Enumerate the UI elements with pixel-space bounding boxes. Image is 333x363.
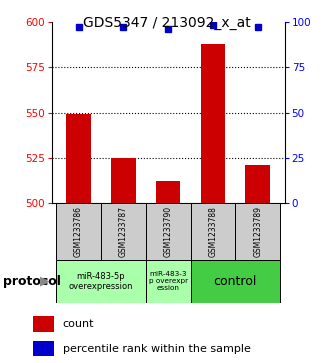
Bar (33, 341, 54, 356)
Text: ▶: ▶ (40, 275, 49, 288)
Text: miR-483-5p
overexpression: miR-483-5p overexpression (69, 272, 133, 291)
Bar (190, 260, 280, 303)
Bar (33, 316, 54, 332)
Text: GSM1233790: GSM1233790 (164, 206, 173, 257)
Text: GSM1233787: GSM1233787 (119, 206, 128, 257)
Bar (111, 158, 136, 203)
Bar (190, 203, 235, 260)
Text: GSM1233788: GSM1233788 (208, 206, 217, 257)
Bar (245, 165, 270, 203)
Bar (56, 260, 146, 303)
Bar (146, 203, 190, 260)
Text: percentile rank within the sample: percentile rank within the sample (63, 344, 250, 354)
Text: count: count (63, 319, 94, 329)
Bar (101, 203, 146, 260)
Bar (235, 203, 280, 260)
Bar (56, 203, 101, 260)
Bar (146, 260, 190, 303)
Bar (156, 182, 180, 203)
Text: control: control (214, 275, 257, 288)
Bar (201, 44, 225, 203)
Text: protocol: protocol (3, 275, 61, 288)
Text: GDS5347 / 213092_x_at: GDS5347 / 213092_x_at (83, 16, 250, 30)
Text: miR-483-3
p overexpr
ession: miR-483-3 p overexpr ession (149, 271, 188, 291)
Bar (66, 114, 91, 203)
Text: GSM1233786: GSM1233786 (74, 206, 83, 257)
Text: GSM1233789: GSM1233789 (253, 206, 262, 257)
